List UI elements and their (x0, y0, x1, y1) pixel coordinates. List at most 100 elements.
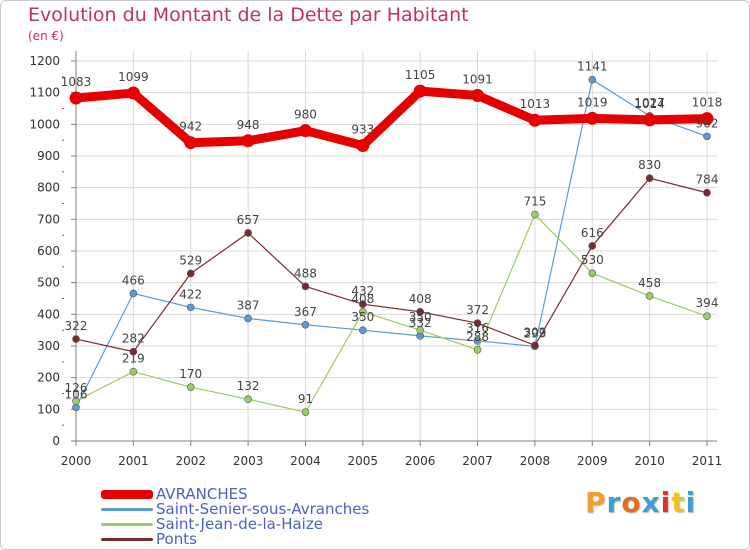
data-point-avranches (585, 111, 599, 125)
y-tick-label: 1100 (29, 86, 60, 100)
proxiti-logo: Proxiti (585, 486, 697, 519)
data-point-saint-senier-sous-avranches (703, 132, 711, 141)
series-line-saint-jean-de-la-haize (75, 213, 708, 413)
data-label-avranches: 1091 (462, 73, 493, 87)
y-tick-label: 500 (37, 276, 60, 290)
data-point-ponts (703, 188, 711, 197)
legend-label: Saint-Jean-de-la-Haize (156, 515, 323, 533)
data-point-ponts (72, 335, 80, 343)
data-label-saint-jean-de-la-haize: 219 (122, 352, 145, 366)
x-tick-label: 2010 (634, 454, 665, 468)
y-tick-label: 700 (37, 212, 60, 226)
data-label-saint-jean-de-la-haize: 530 (581, 253, 604, 267)
data-point-avranches (69, 91, 83, 105)
data-point-ponts (186, 269, 195, 278)
x-tick-label: 2009 (577, 454, 608, 468)
data-point-ponts (129, 347, 138, 356)
data-label-saint-senier-sous-avranches: 387 (237, 298, 260, 312)
legend-swatch (101, 507, 153, 511)
chart-title: Evolution du Montant de la Dette par Hab… (28, 4, 469, 26)
series-line-saint-senier-sous-avranches (75, 79, 708, 409)
data-label-avranches: 1013 (520, 97, 551, 111)
data-point-saint-senier-sous-avranches (72, 403, 80, 412)
data-label-saint-jean-de-la-haize: 91 (298, 392, 313, 406)
data-label-saint-senier-sous-avranches: 299 (523, 326, 546, 340)
data-point-avranches (471, 89, 485, 103)
data-point-ponts (301, 282, 310, 291)
series-lines (69, 75, 714, 416)
data-point-ponts (244, 229, 252, 237)
data-point-saint-jean-de-la-haize (301, 408, 310, 416)
data-point-avranches (700, 112, 714, 126)
data-label-ponts: 488 (294, 266, 317, 280)
line-chart: 0 100 200 300 400 500 600 700 800 900 1000 1100 1200… (29, 51, 722, 468)
x-tick-label: 2001 (118, 454, 149, 468)
data-point-saint-jean-de-la-haize (531, 210, 539, 219)
x-tick-label: 2003 (233, 454, 264, 468)
data-point-saint-jean-de-la-haize (129, 367, 138, 376)
y-tick-label: 100 (37, 402, 60, 416)
legend-swatch (101, 489, 153, 499)
y-tick-label: 0 (52, 434, 60, 448)
data-label-avranches: 948 (237, 118, 260, 132)
data-point-saint-senier-sous-avranches (588, 75, 597, 84)
data-point-saint-jean-de-la-haize (645, 292, 654, 300)
x-tick-label: 2007 (462, 454, 493, 468)
data-label-saint-jean-de-la-haize: 350 (409, 310, 432, 324)
axes: 0 100 200 300 400 500 600 700 800 900 1000 1100 1200… (29, 51, 722, 468)
series-line-ponts (75, 177, 708, 353)
legend-swatch (101, 537, 153, 541)
data-label-avranches: 933 (351, 123, 374, 137)
data-label-ponts: 408 (409, 292, 432, 306)
data-point-saint-senier-sous-avranches (359, 326, 367, 334)
data-label-saint-senier-sous-avranches: 962 (696, 116, 719, 130)
data-label-avranches: 1083 (61, 75, 92, 89)
data-point-avranches (528, 113, 542, 127)
x-tick-label: 2011 (692, 454, 723, 468)
data-point-saint-jean-de-la-haize (186, 383, 195, 391)
data-label-avranches: 1014 (634, 97, 665, 111)
data-label-saint-jean-de-la-haize: 288 (466, 330, 489, 344)
data-label-avranches: 980 (294, 108, 317, 122)
data-label-ponts: 616 (581, 226, 604, 240)
data-point-saint-senier-sous-avranches (301, 320, 310, 329)
data-label-ponts: 529 (179, 253, 202, 267)
y-tick-label: 1000 (29, 117, 60, 131)
y-tick-label: 300 (37, 339, 60, 353)
legend-item-saint-jean-de-la-haize: Saint-Jean-de-la-Haize (101, 515, 323, 533)
data-label-avranches: 942 (179, 120, 202, 134)
y-tick-label: 1200 (29, 54, 60, 68)
legend-label: Saint-Senier-sous-Avranches (156, 500, 370, 518)
data-label-saint-jean-de-la-haize: 715 (523, 195, 546, 209)
data-point-avranches (413, 84, 427, 98)
x-tick-label: 2005 (348, 454, 379, 468)
series-line-avranches (71, 86, 712, 151)
data-point-saint-senier-sous-avranches (129, 289, 138, 298)
data-label-avranches: 1099 (118, 70, 149, 84)
data-point-avranches (184, 136, 198, 150)
data-point-ponts (359, 300, 367, 309)
data-label-saint-jean-de-la-haize: 394 (696, 296, 719, 310)
data-label-saint-senier-sous-avranches: 1141 (577, 60, 608, 74)
data-point-saint-jean-de-la-haize (473, 345, 482, 354)
data-label-saint-senier-sous-avranches: 367 (294, 305, 317, 319)
data-label-ponts: 302 (523, 325, 546, 339)
data-point-ponts (645, 174, 654, 182)
data-label-ponts: 784 (696, 173, 719, 187)
data-label-ponts: 372 (466, 303, 489, 317)
data-label-saint-senier-sous-avranches: 350 (351, 310, 374, 324)
data-label-saint-jean-de-la-haize: 132 (237, 379, 260, 393)
y-tick-label: 800 (37, 181, 60, 195)
legend-item-saint-senier-sous-avranches: Saint-Senier-sous-Avranches (101, 500, 370, 518)
data-point-avranches (241, 134, 255, 148)
x-tick-label: 2000 (61, 454, 92, 468)
data-point-avranches (126, 86, 140, 100)
data-label-saint-senier-sous-avranches: 422 (179, 287, 202, 301)
data-point-avranches (356, 139, 370, 153)
x-tick-label: 2008 (520, 454, 551, 468)
x-tick-label: 2004 (290, 454, 321, 468)
data-label-saint-senier-sous-avranches: 332 (409, 316, 432, 330)
data-label-saint-jean-de-la-haize: 170 (179, 367, 202, 381)
data-point-saint-senier-sous-avranches (244, 314, 252, 323)
